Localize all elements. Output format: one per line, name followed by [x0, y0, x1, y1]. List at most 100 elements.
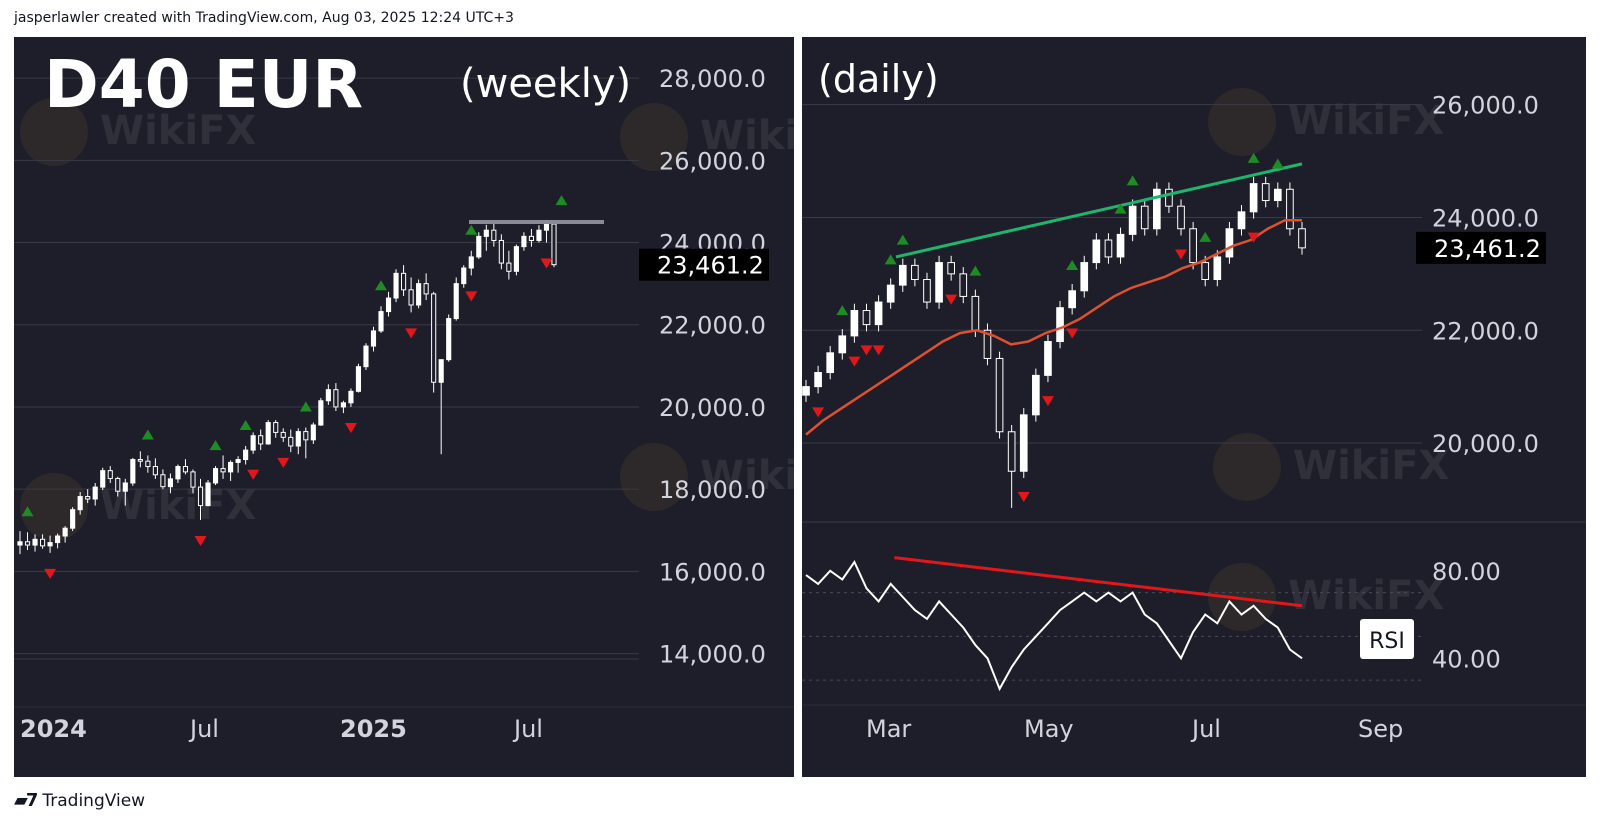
watermark-logo-icon	[20, 98, 88, 166]
candle	[1225, 228, 1234, 258]
candle	[521, 235, 527, 248]
candle	[446, 318, 452, 361]
y-tick-label: 24,000.0	[1432, 204, 1539, 232]
candle	[85, 496, 91, 500]
down-arrow-icon	[1017, 492, 1030, 503]
y-tick-label: 26,000.0	[659, 147, 766, 175]
candle	[70, 509, 76, 529]
candle	[243, 449, 249, 461]
candle	[959, 273, 968, 297]
watermark-text: WikiFX	[700, 453, 794, 499]
rsi-label-text: RSI	[1369, 629, 1405, 654]
candle	[258, 435, 264, 445]
up-arrow-icon	[141, 429, 154, 440]
candle	[416, 283, 422, 306]
candle	[483, 229, 489, 237]
x-tick-label: Jul	[512, 715, 543, 743]
y-tick-label: 22,000.0	[659, 312, 766, 340]
up-arrow-icon	[375, 280, 388, 291]
candle	[47, 542, 53, 547]
rsi-grid	[802, 592, 1422, 681]
y-tick-label: 20,000.0	[1432, 430, 1539, 458]
candle	[197, 486, 204, 507]
candle	[1116, 233, 1125, 258]
y-tick-label: 22,000.0	[1432, 317, 1539, 345]
candle	[543, 223, 550, 231]
candle	[408, 289, 414, 306]
up-arrow-icon	[209, 440, 222, 451]
candle	[1128, 205, 1137, 235]
candle	[130, 459, 136, 484]
candle	[431, 293, 437, 383]
down-arrow-icon	[405, 328, 418, 339]
candle	[228, 461, 234, 473]
candle	[850, 310, 859, 337]
candle	[898, 264, 907, 286]
candle	[355, 366, 362, 392]
candle	[235, 459, 241, 463]
weekly-chart-panel[interactable]: WikiFXWikiFXWikiFXWikiFX D40 EUR (weekly…	[14, 37, 794, 777]
candle	[838, 335, 847, 354]
daily-x-axis: Mar May Jul Sep	[866, 715, 1403, 743]
candle	[802, 386, 810, 396]
candle	[182, 466, 189, 473]
daily-chart-svg[interactable]: WikiFX WikiFX WikiFX (daily) 26,000.0 24,00…	[802, 37, 1586, 777]
up-arrow-icon	[299, 401, 312, 412]
daily-candles	[802, 176, 1306, 508]
up-arrow-icon	[21, 506, 34, 517]
y-tick-label: 26,000.0	[1432, 92, 1539, 120]
up-arrow-icon	[239, 419, 252, 430]
weekly-chart-svg[interactable]: WikiFXWikiFXWikiFXWikiFX D40 EUR (weekly…	[14, 37, 794, 777]
candle	[295, 431, 301, 447]
down-arrow-icon	[344, 422, 357, 433]
up-arrow-icon	[1247, 152, 1260, 163]
candle	[318, 400, 324, 426]
candle	[453, 283, 459, 320]
candle	[1165, 188, 1173, 207]
rsi-line	[805, 559, 1303, 692]
down-arrow-icon	[194, 535, 207, 546]
down-arrow-icon	[540, 258, 553, 269]
up-arrow-icon	[1066, 260, 1079, 271]
candle	[513, 246, 519, 272]
candle	[461, 267, 467, 285]
up-arrow-icon	[1126, 175, 1139, 186]
candle	[1056, 307, 1064, 343]
candle	[528, 235, 535, 241]
candle	[122, 482, 128, 492]
daily-y-axis: 26,000.0 24,000.0 22,000.0 20,000.0	[1432, 92, 1539, 458]
candle	[1261, 183, 1270, 202]
candle	[378, 311, 384, 332]
candle	[17, 541, 23, 546]
up-arrow-icon	[465, 224, 478, 235]
candle	[145, 460, 151, 468]
daily-price-label-text: 23,461.2	[1434, 235, 1541, 263]
candle	[167, 478, 173, 488]
candle	[250, 435, 256, 451]
candle	[551, 223, 557, 266]
upper-trendline	[895, 162, 1303, 259]
weekly-signal-arrows	[21, 195, 568, 579]
candle	[190, 471, 196, 488]
weekly-price-label: 23,461.2	[639, 248, 769, 281]
candle	[923, 279, 931, 303]
candle	[971, 295, 980, 331]
rsi-trendline	[894, 556, 1303, 608]
x-tick-label: Mar	[866, 715, 911, 743]
watermark-layer: WikiFX WikiFX WikiFX	[1208, 88, 1449, 631]
candle	[1237, 211, 1246, 230]
watermark-logo-icon	[1208, 563, 1276, 631]
candle	[423, 283, 429, 295]
watermark-text: WikiFX	[100, 108, 256, 154]
daily-chart-panel[interactable]: WikiFX WikiFX WikiFX (daily) 26,000.0 24,00…	[802, 37, 1586, 777]
watermark-logo-icon	[620, 103, 688, 171]
candle	[137, 459, 143, 462]
candle	[205, 482, 211, 507]
candle	[325, 389, 331, 402]
weekly-candles	[17, 219, 557, 555]
down-arrow-icon	[812, 407, 825, 418]
weekly-y-axis: 28,000.026,000.024,000.022,000.020,000.0…	[659, 65, 766, 668]
up-arrow-icon	[836, 305, 849, 316]
candle	[826, 352, 835, 374]
candle	[265, 422, 271, 445]
